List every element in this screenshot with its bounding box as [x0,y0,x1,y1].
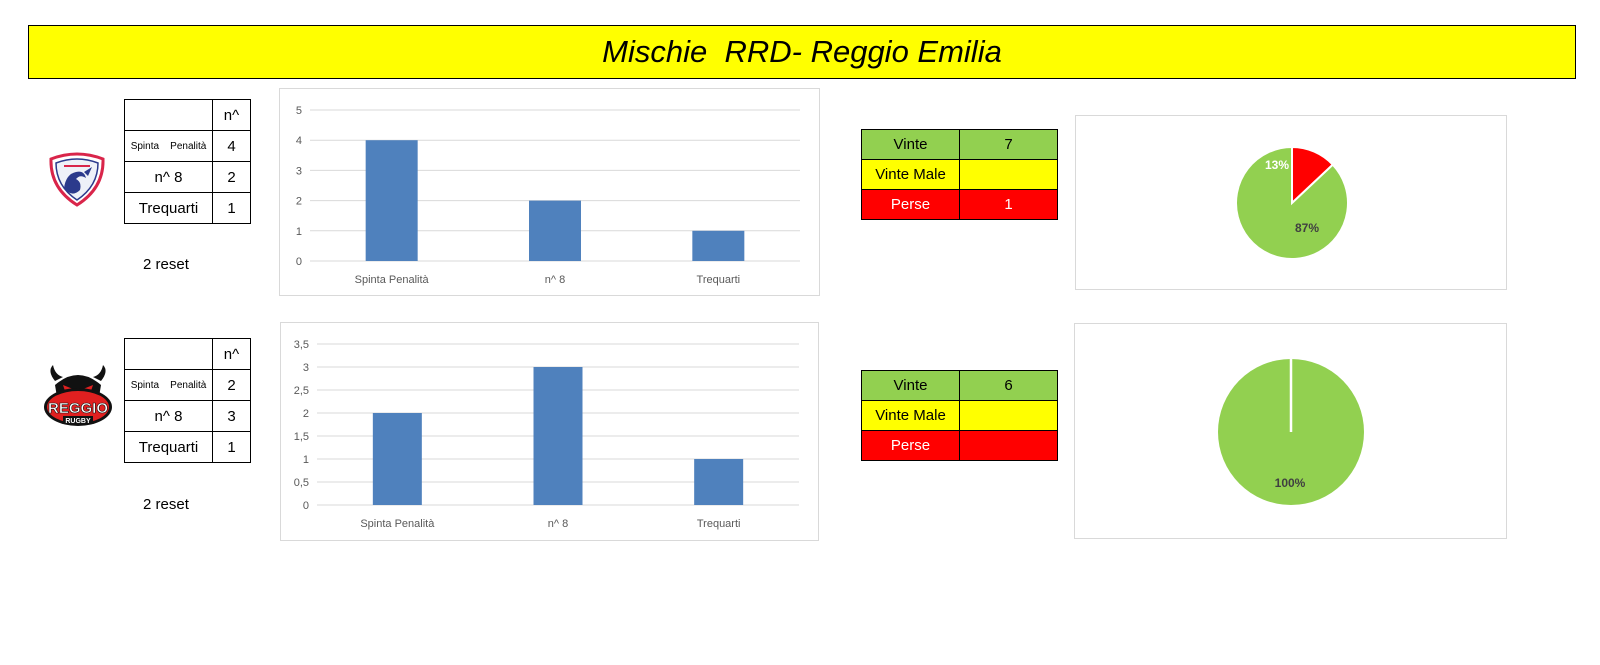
row-label: Spinta Penalità [124,369,213,401]
result-label-lost: Perse [861,189,960,220]
y-tick-label: 4 [296,135,302,147]
result-value-won: 7 [959,129,1058,160]
pie-chart-2-svg: 100% [1218,359,1364,505]
bar [372,413,422,505]
y-tick-label: 3 [303,362,309,374]
bar [533,367,583,505]
pie-data-label: 13% [1265,158,1289,172]
header-empty-cell [124,99,213,131]
y-tick-label: 1,5 [294,431,309,443]
y-tick-label: 5 [296,105,302,117]
x-tick-label: Trequarti [697,518,741,530]
y-tick-label: 0 [296,256,302,268]
pie-chart-1: 87% 13% [1075,115,1507,290]
reggio-rugby-logo: REGGIO RUGBY [44,365,112,426]
pie-data-label: 100% [1275,476,1306,490]
header-cell: n^ [212,338,251,370]
row-label: Trequarti [124,431,213,463]
rovigo-logo [49,152,105,207]
y-tick-label: 3 [296,165,302,177]
x-tick-label: Spinta Penalità [360,518,435,530]
row-value: 3 [212,400,251,432]
row-label: n^ 8 [124,161,213,193]
row-value: 1 [212,192,251,224]
header-cell: n^ [212,99,251,131]
result-value-won-bad [959,400,1058,431]
y-tick-label: 0,5 [294,477,309,489]
pie-chart-1-svg: 87% 13% [1235,145,1349,260]
y-tick-label: 2 [303,408,309,420]
result-label-won-bad: Vinte Male [861,400,960,431]
y-tick-label: 1 [296,226,302,238]
row-label: Trequarti [124,192,213,224]
row-label: n^ 8 [124,400,213,432]
page-title: Mischie RRD- Reggio Emilia [602,34,1002,69]
pie-slice [1235,145,1349,260]
bar [529,200,581,261]
bar [694,459,744,505]
result-value-lost: 1 [959,189,1058,220]
header-empty-cell [124,338,213,370]
bar-chart-2: 0 0,5 1 1,5 2 2,5 3 3,5 Spinta Penalità n^ 8 Trequ… [280,322,819,541]
y-tick-label: 1 [303,454,309,466]
y-tick-label: 2 [296,196,302,208]
result-label-won-bad: Vinte Male [861,159,960,190]
bar-chart-1-svg: 0 1 2 3 4 5 Spinta Penalità n^ 8 Trequarti [296,105,800,286]
result-value-won: 6 [959,370,1058,401]
title-banner: Mischie RRD- Reggio Emilia [28,25,1576,79]
reset-note-1: 2 reset [143,256,189,273]
logo-subtext: RUGBY [65,418,91,425]
logo-text: REGGIO [48,400,108,417]
y-tick-label: 2,5 [294,385,309,397]
result-label-won: Vinte [861,129,960,160]
x-tick-label: n^ 8 [548,518,568,530]
y-tick-label: 3,5 [294,339,309,351]
x-tick-label: Trequarti [697,274,741,286]
results-table-2: Vinte 6 Vinte Male Perse [861,370,1058,461]
y-tick-label: 0 [303,500,309,512]
row-value: 4 [212,130,251,162]
row-value: 2 [212,369,251,401]
bar-chart-2-svg: 0 0,5 1 1,5 2 2,5 3 3,5 Spinta Penalità n^ 8 Trequ… [294,339,799,530]
bar [365,140,418,261]
results-table-1: Vinte 7 Vinte Male Perse 1 [861,129,1058,220]
reset-note-2: 2 reset [143,496,189,513]
pie-chart-2: 100% [1074,323,1507,539]
row-value: 2 [212,161,251,193]
result-label-won: Vinte [861,370,960,401]
bar-chart-1: 0 1 2 3 4 5 Spinta Penalità n^ 8 Trequarti [279,88,820,296]
pie-data-label: 87% [1295,221,1319,235]
result-value-won-bad [959,159,1058,190]
row-label: Spinta Penalità [124,130,213,162]
row-value: 1 [212,431,251,463]
x-tick-label: Spinta Penalità [355,274,430,286]
result-label-lost: Perse [861,430,960,461]
x-tick-label: n^ 8 [545,274,565,286]
result-value-lost [959,430,1058,461]
bar [692,230,745,261]
